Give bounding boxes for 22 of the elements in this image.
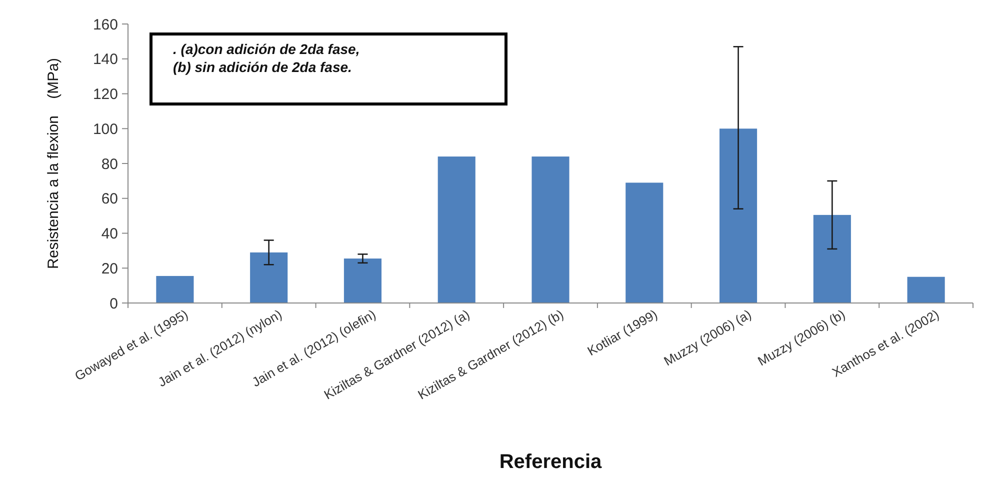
y-tick-label: 140 xyxy=(92,51,118,68)
bar xyxy=(156,276,194,303)
bar xyxy=(250,252,288,303)
y-tick-label: 60 xyxy=(101,190,118,208)
x-axis-title: Referencia xyxy=(499,451,603,473)
bar xyxy=(438,156,476,303)
y-tick-label: 100 xyxy=(92,120,118,138)
y-axis-title: Resistencia a la flexion (MPa) xyxy=(45,58,62,269)
y-tick-label: 40 xyxy=(101,226,118,242)
bar xyxy=(813,214,851,303)
bar xyxy=(907,276,945,303)
bar xyxy=(344,258,382,303)
bar xyxy=(626,182,664,303)
annotation: (b) sin adición de 2da fase. xyxy=(173,59,352,75)
y-tick-label: 160 xyxy=(92,16,118,34)
y-tick-label: 20 xyxy=(101,260,118,278)
y-tick-label: 120 xyxy=(92,86,118,103)
y-tick-label: 80 xyxy=(101,156,118,173)
bar xyxy=(532,156,570,303)
y-tick-label: 0 xyxy=(110,295,118,312)
annotation: . (a)con adición de 2da fase, xyxy=(173,41,360,57)
bar xyxy=(720,128,758,303)
